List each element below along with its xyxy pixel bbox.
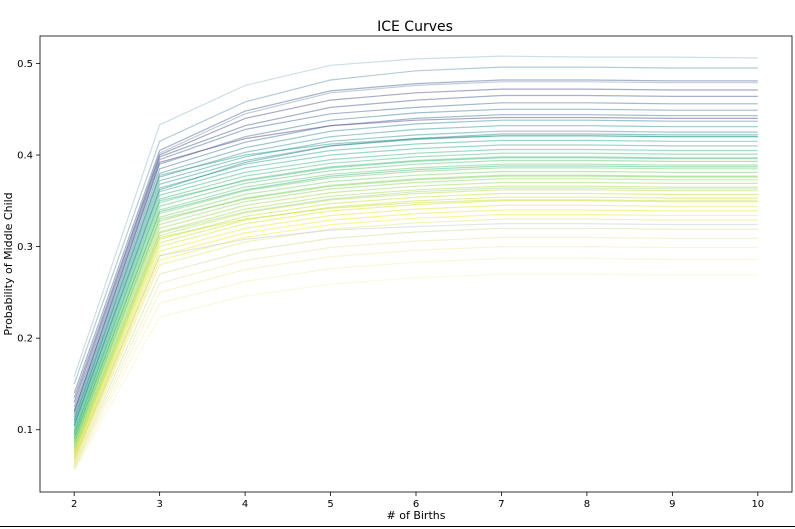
ice-curve	[73, 236, 758, 469]
ice-curve	[73, 163, 758, 440]
x-tick-label: 3	[156, 499, 162, 510]
y-axis-label: Probability of Middle Child	[2, 192, 15, 335]
x-tick-label: 10	[751, 499, 764, 510]
x-tick-label: 6	[413, 499, 419, 510]
ice-curve	[73, 108, 758, 412]
ice-curve	[73, 189, 758, 452]
ice-curve	[73, 178, 758, 447]
ice-curve	[73, 88, 758, 398]
x-tick-label: 4	[242, 499, 248, 510]
ice-curve	[73, 139, 758, 428]
ice-curve	[73, 81, 758, 403]
ice-curve	[73, 218, 758, 465]
y-axis-ticks: 0.1 0.2 0.3 0.4 0.5	[17, 59, 40, 436]
ice-lines-layer	[73, 55, 758, 472]
y-tick-label: 0.3	[17, 242, 33, 253]
ice-curve	[73, 102, 758, 407]
ice-curve	[73, 135, 758, 421]
x-tick-label: 2	[71, 499, 77, 510]
ice-curve	[73, 116, 758, 412]
ice-curve	[73, 79, 758, 394]
ice-curve	[73, 159, 758, 438]
ice-curve	[73, 257, 758, 471]
ice-curve	[73, 209, 758, 462]
ice-curve	[73, 200, 758, 458]
ice-curve	[73, 133, 758, 426]
bottom-rule	[0, 526, 795, 527]
ice-curve	[73, 223, 758, 460]
x-axis-label: # of Births	[387, 509, 446, 522]
ice-curve	[73, 125, 758, 420]
x-tick-label: 8	[584, 499, 590, 510]
ice-curve	[73, 119, 758, 418]
x-tick-label: 5	[327, 499, 333, 510]
ice-curve	[73, 130, 758, 423]
ice-curve	[73, 114, 758, 415]
x-axis-ticks: 2 3 4 5 6 7 8 9 10	[71, 492, 764, 510]
y-tick-label: 0.5	[17, 59, 33, 70]
chart-title: ICE Curves	[377, 19, 453, 35]
ice-curve	[73, 157, 758, 435]
ice-curve	[73, 55, 758, 377]
y-tick-label: 0.2	[17, 334, 33, 345]
ice-curve	[73, 192, 758, 454]
ice-curve	[73, 196, 758, 456]
y-tick-label: 0.1	[17, 425, 33, 436]
ice-curve	[73, 246, 758, 470]
ice-curve	[73, 152, 758, 434]
x-tick-label: 9	[669, 499, 675, 510]
ice-curve	[73, 175, 758, 444]
ice-curve	[73, 66, 758, 385]
ice-curve	[73, 273, 758, 472]
x-tick-label: 7	[498, 499, 504, 510]
ice-curve	[73, 174, 758, 445]
y-tick-label: 0.4	[17, 151, 33, 162]
ice-curve	[73, 227, 758, 467]
ice-curve	[73, 165, 758, 440]
ice-curve	[73, 167, 758, 441]
ice-curve	[73, 187, 758, 449]
ice-curve	[73, 204, 758, 460]
ice-curve	[73, 214, 758, 463]
ice-curve	[73, 181, 758, 449]
ice-curve	[73, 144, 758, 430]
ice-curve	[73, 94, 758, 403]
ice-curve	[73, 148, 758, 432]
ice-curve	[73, 170, 758, 443]
ice-curve	[73, 156, 758, 436]
ice-curve	[73, 135, 758, 426]
ice-curve	[73, 199, 758, 453]
ice-curve	[73, 185, 758, 451]
